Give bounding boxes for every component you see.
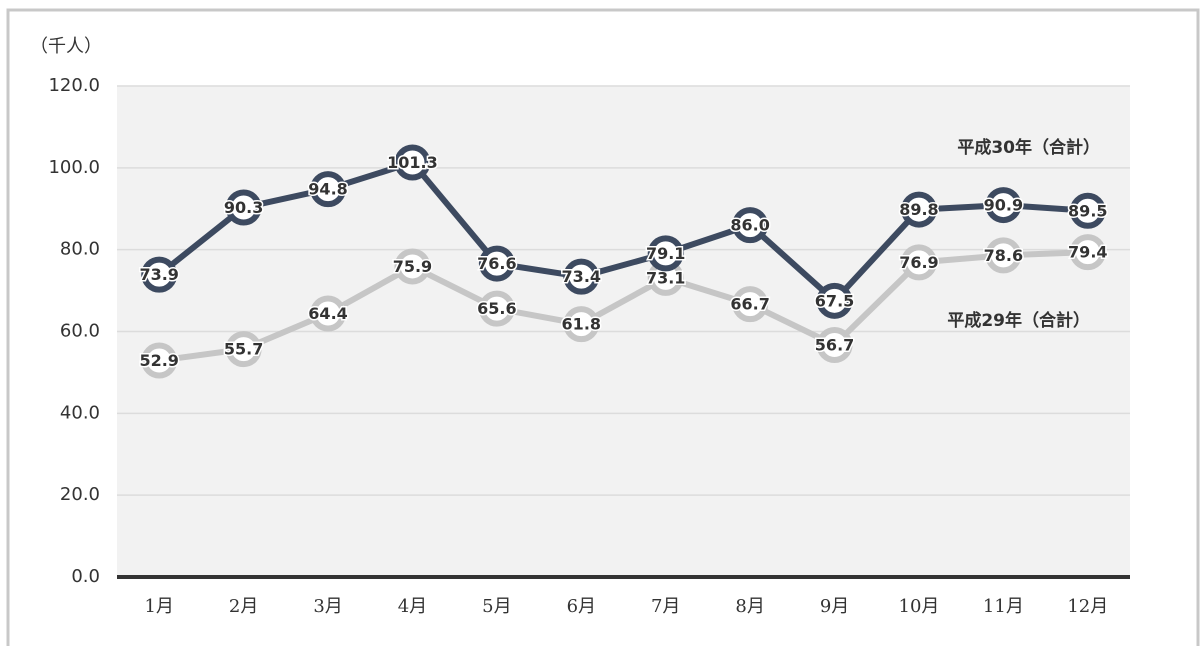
x-tick-label: 5月 <box>482 596 511 617</box>
marker <box>563 258 600 295</box>
y-tick-label: 0.0 <box>71 566 100 587</box>
marker <box>732 286 769 323</box>
marker <box>563 306 600 343</box>
x-tick-label: 1月 <box>144 596 173 617</box>
x-tick-label: 12月 <box>1067 596 1108 617</box>
series-name: 平成29年（合計） <box>947 310 1090 331</box>
marker <box>141 342 178 379</box>
x-tick-label: 4月 <box>398 596 427 617</box>
value-label: 56.7 <box>815 336 854 355</box>
marker <box>225 189 262 226</box>
value-label: 73.1 <box>646 268 685 287</box>
marker <box>225 331 262 368</box>
marker <box>141 256 178 293</box>
value-label: 78.6 <box>984 246 1023 265</box>
value-label: 79.1 <box>646 244 685 263</box>
x-tick-label: 7月 <box>651 596 680 617</box>
value-label: 61.8 <box>562 315 601 334</box>
marker <box>647 235 684 272</box>
value-label: 73.9 <box>139 265 178 284</box>
x-tick-label: 6月 <box>567 596 596 617</box>
marker <box>816 327 853 364</box>
frame <box>6 8 1200 646</box>
value-label: 89.8 <box>899 200 938 219</box>
value-label: 89.5 <box>1068 201 1107 220</box>
x-tick-label: 8月 <box>735 596 764 617</box>
marker <box>478 245 515 282</box>
marker <box>478 290 515 327</box>
value-label: 90.9 <box>984 196 1023 215</box>
marker <box>310 171 347 208</box>
marker <box>732 207 769 244</box>
value-label: 86.0 <box>730 216 769 235</box>
y-tick-label: 20.0 <box>60 484 100 505</box>
y-tick-label: 80.0 <box>60 239 100 260</box>
x-tick-label: 11月 <box>983 596 1024 617</box>
marker <box>394 248 431 285</box>
value-label: 101.3 <box>387 153 438 172</box>
x-tick-label: 2月 <box>229 596 258 617</box>
marker <box>1069 234 1106 271</box>
marker <box>985 187 1022 224</box>
x-tick-label: 10月 <box>899 596 940 617</box>
y-tick-label: 60.0 <box>60 321 100 342</box>
marker <box>394 144 431 181</box>
value-label: 66.7 <box>730 295 769 314</box>
value-label: 52.9 <box>139 351 178 370</box>
marker <box>310 295 347 332</box>
y-tick-label: 40.0 <box>60 402 100 423</box>
value-label: 94.8 <box>308 180 347 199</box>
marker <box>900 191 937 228</box>
y-axis-label: （千人） <box>30 36 102 57</box>
y-tick-label: 120.0 <box>48 75 100 96</box>
value-label: 76.9 <box>899 253 938 272</box>
value-label: 67.5 <box>815 291 854 310</box>
value-label: 79.4 <box>1068 243 1107 262</box>
value-label: 55.7 <box>224 340 263 359</box>
marker <box>816 282 853 319</box>
value-label: 75.9 <box>393 257 432 276</box>
marker <box>985 237 1022 274</box>
value-label: 64.4 <box>308 304 347 323</box>
marker <box>900 244 937 281</box>
x-tick-label: 9月 <box>820 596 849 617</box>
value-label: 76.6 <box>477 254 516 273</box>
y-tick-label: 100.0 <box>48 157 100 178</box>
marker <box>1069 192 1106 229</box>
series-name: 平成30年（合計） <box>957 137 1100 158</box>
value-label: 65.6 <box>477 299 516 318</box>
value-label: 90.3 <box>224 198 263 217</box>
x-tick-label: 3月 <box>313 596 342 617</box>
value-label: 73.4 <box>562 267 601 286</box>
